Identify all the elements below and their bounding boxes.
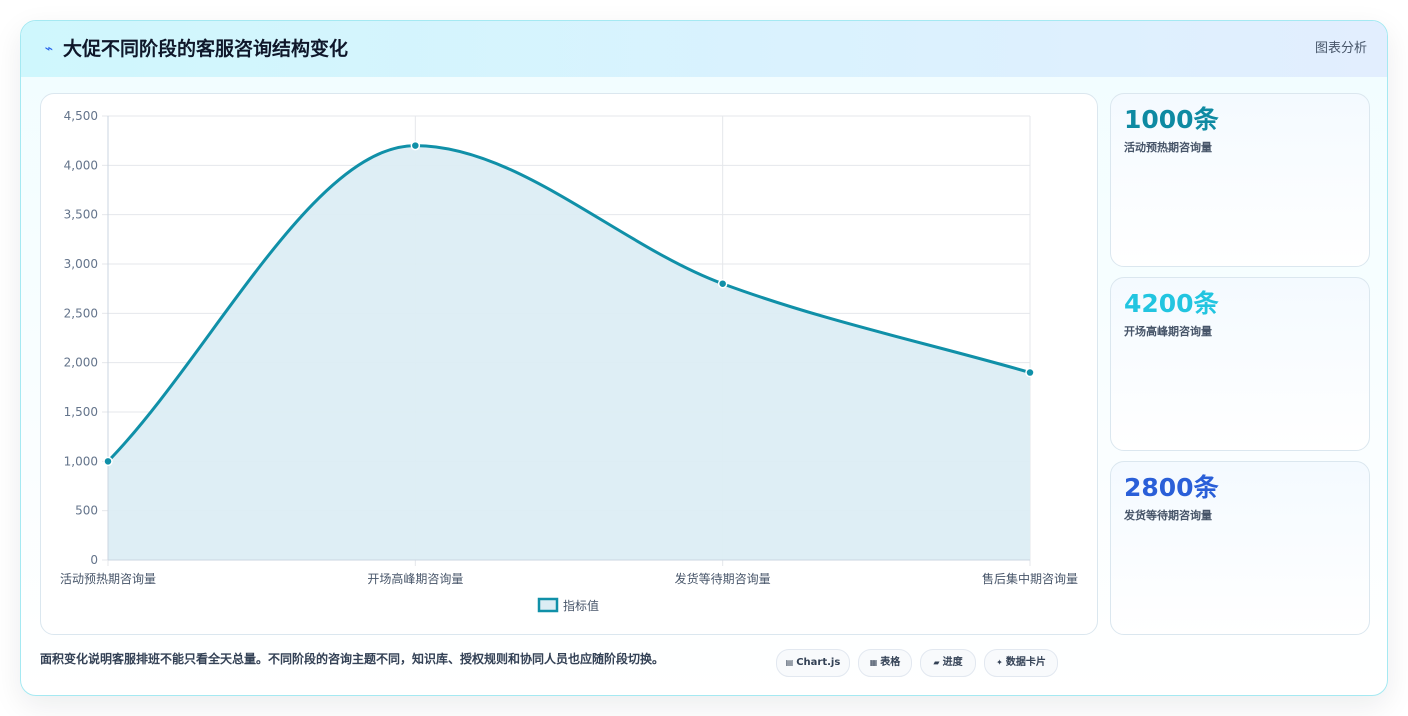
- stat-card-peak: 4200条 开场高峰期咨询量: [1110, 277, 1370, 451]
- footer-note: 面积变化说明客服排班不能只看全天总量。不同阶段的咨询主题不同，知识库、授权规则和…: [40, 652, 665, 666]
- y-tick-label: 1,000: [64, 454, 98, 468]
- tag-data-card[interactable]: ✦ 数据卡片: [984, 649, 1058, 677]
- progress-icon: ▰: [933, 658, 940, 667]
- y-tick-label: 2,500: [64, 306, 98, 320]
- stat-card-warmup: 1000条 活动预热期咨询量: [1110, 93, 1370, 267]
- legend-label: 指标值: [563, 598, 599, 613]
- y-tick-label: 2,000: [64, 356, 98, 370]
- stat-value: 2800条: [1124, 473, 1219, 502]
- y-tick-label: 4,000: [64, 158, 98, 172]
- stat-label: 活动预热期咨询量: [1124, 141, 1212, 154]
- chart-icon: ▤: [785, 658, 794, 667]
- x-tick-label: 活动预热期咨询量: [60, 571, 156, 586]
- y-tick-label: 3,500: [64, 208, 98, 222]
- data-point: [103, 456, 113, 467]
- stat-label: 开场高峰期咨询量: [1124, 325, 1212, 338]
- data-point: [410, 140, 421, 151]
- series-area: [108, 145, 1030, 560]
- tag-progress[interactable]: ▰ 进度: [920, 649, 976, 677]
- chart-panel: 0 500 1,000 1,500 2,000 2,500 3,000 3,500 4,000 4…: [40, 93, 1098, 635]
- chart-spark-icon: ⌁: [44, 41, 54, 57]
- legend-swatch: [537, 597, 559, 613]
- data-point: [717, 278, 728, 289]
- tag-label: 表格: [880, 657, 901, 668]
- area-chart: 0 500 1,000 1,500 2,000 2,500 3,000 3,500 4,000 4…: [60, 109, 1078, 613]
- y-tick-label: 1,500: [64, 405, 98, 419]
- y-tick-label: 3,000: [64, 257, 98, 271]
- tag-label: 数据卡片: [1005, 657, 1046, 668]
- stat-label: 发货等待期咨询量: [1124, 509, 1212, 522]
- sparkle-icon: ✦: [996, 658, 1003, 667]
- chart-analysis-label: 图表分析: [1314, 41, 1367, 56]
- stat-card-shipping: 2800条 发货等待期咨询量: [1110, 461, 1370, 635]
- x-tick-label: 售后集中期咨询量: [982, 571, 1078, 586]
- chart-card: ⌁ 大促不同阶段的客服咨询结构变化 图表分析 0 500 1,000 1,500 2,0…: [20, 20, 1388, 696]
- stat-value: 1000条: [1124, 105, 1219, 134]
- tag-table[interactable]: ▦ 表格: [858, 649, 912, 677]
- tag-label: 进度: [942, 657, 963, 668]
- tag-label: Chart.js: [796, 657, 841, 668]
- table-icon: ▦: [869, 658, 878, 667]
- series-line: [106, 144, 1031, 463]
- data-point: [1025, 367, 1035, 378]
- stat-value: 4200条: [1124, 289, 1219, 318]
- card-header: ⌁ 大促不同阶段的客服咨询结构变化 图表分析: [21, 21, 1387, 77]
- x-tick-label: 发货等待期咨询量: [675, 571, 771, 586]
- card-title: 大促不同阶段的客服咨询结构变化: [63, 38, 349, 60]
- y-tick-label: 0: [90, 553, 98, 567]
- x-tick-label: 开场高峰期咨询量: [367, 571, 463, 586]
- y-tick-label: 500: [75, 504, 98, 518]
- tag-chartjs[interactable]: ▤ Chart.js: [776, 649, 850, 677]
- y-tick-label: 4,500: [64, 109, 98, 123]
